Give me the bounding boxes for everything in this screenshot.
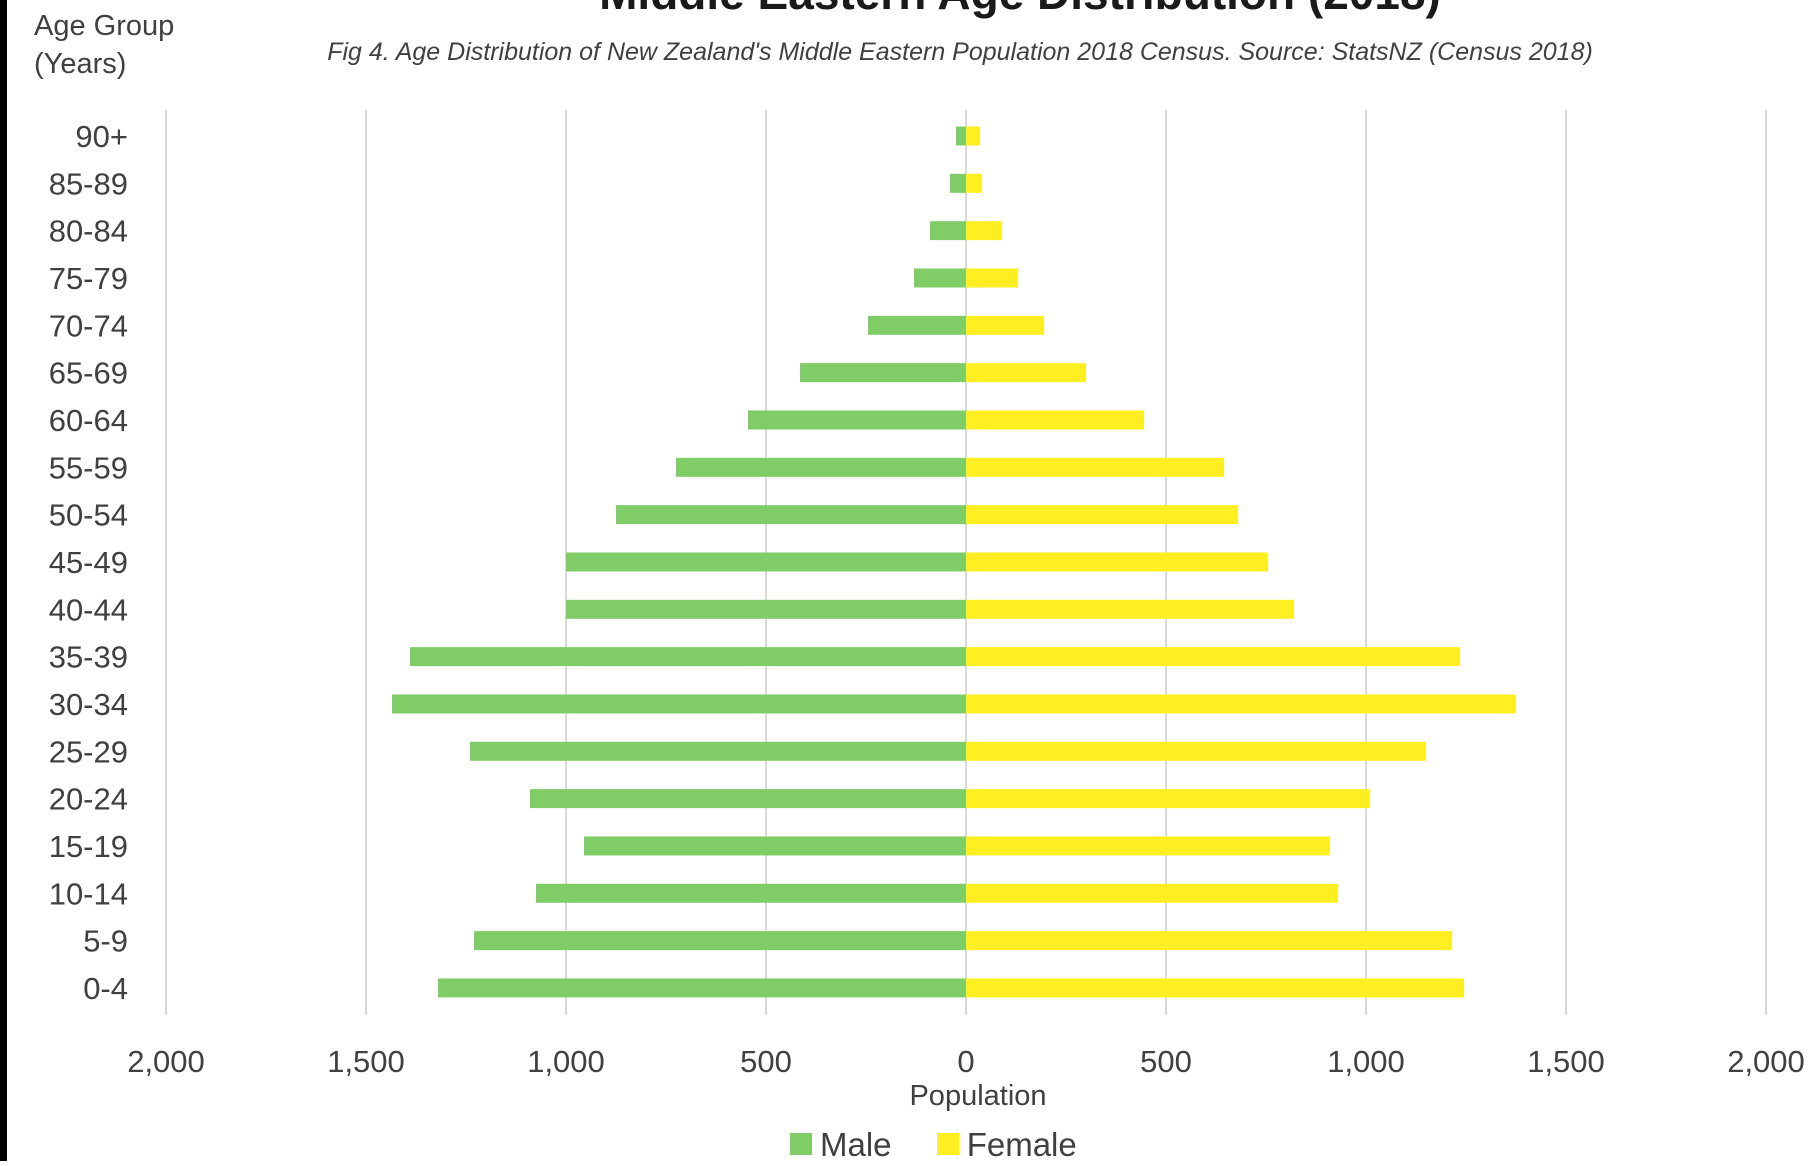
chart-title: Middle Eastern Age Distribution (2018) (240, 0, 1800, 16)
category-label-50-54: 50-54 (49, 498, 128, 533)
chart-subtitle: Fig 4. Age Distribution of New Zealand's… (327, 38, 1593, 66)
category-label-45-49: 45-49 (49, 545, 128, 580)
bar-female-30-34 (966, 694, 1516, 714)
bar-male-15-19 (584, 836, 966, 856)
bar-female-35-39 (966, 647, 1460, 667)
category-label-10-14: 10-14 (49, 876, 128, 911)
x-axis-title: Population (909, 1080, 1046, 1112)
bar-male-5-9 (474, 931, 966, 951)
bar-male-40-44 (566, 599, 966, 619)
x-tick-label-1: 1,500 (327, 1044, 405, 1079)
bar-male-60-64 (748, 410, 966, 430)
category-label-90+: 90+ (75, 119, 128, 154)
left-edge-border (0, 0, 7, 1161)
bar-female-45-49 (966, 552, 1268, 572)
bar-female-20-24 (966, 789, 1370, 809)
bar-female-50-54 (966, 505, 1238, 525)
bar-male-35-39 (410, 647, 966, 667)
bar-female-75-79 (966, 268, 1018, 288)
bar-female-70-74 (966, 315, 1044, 335)
category-label-80-84: 80-84 (49, 214, 128, 249)
bar-male-10-14 (536, 883, 966, 903)
bar-male-85-89 (950, 173, 966, 193)
category-label-40-44: 40-44 (49, 592, 128, 627)
category-label-5-9: 5-9 (83, 924, 128, 959)
bar-female-60-64 (966, 410, 1144, 430)
bar-male-70-74 (868, 315, 966, 335)
category-label-35-39: 35-39 (49, 640, 128, 675)
bar-male-65-69 (800, 363, 966, 383)
bar-male-45-49 (566, 552, 966, 572)
bar-female-55-59 (966, 457, 1224, 477)
bar-male-25-29 (470, 741, 966, 761)
bar-female-10-14 (966, 883, 1338, 903)
category-label-15-19: 15-19 (49, 829, 128, 864)
bar-female-80-84 (966, 221, 1002, 241)
x-tick-label-5: 500 (1140, 1044, 1192, 1079)
category-label-60-64: 60-64 (49, 403, 128, 438)
x-tick-label-7: 1,500 (1527, 1044, 1605, 1079)
bars (392, 126, 1516, 998)
legend-swatch-female (936, 1133, 959, 1156)
bar-female-85-89 (966, 173, 982, 193)
bar-female-90+ (966, 126, 980, 146)
category-labels: 90+ 85-89 80-84 75-79 70-74 65-69 60-64 55-59 50… (49, 119, 128, 1006)
category-label-25-29: 25-29 (49, 734, 128, 769)
x-tick-label-0: 2,000 (127, 1044, 205, 1079)
legend-item-male: Male (790, 1126, 892, 1164)
category-label-85-89: 85-89 (49, 166, 128, 201)
legend: Male Female (790, 1126, 1113, 1166)
legend-item-female: Female (936, 1126, 1077, 1164)
category-label-30-34: 30-34 (49, 687, 128, 722)
x-tick-label-8: 2,000 (1727, 1044, 1805, 1079)
category-label-0-4: 0-4 (83, 971, 128, 1006)
bar-female-25-29 (966, 741, 1426, 761)
category-label-65-69: 65-69 (49, 356, 128, 391)
bar-male-75-79 (914, 268, 966, 288)
x-tick-label-2: 1,000 (527, 1044, 605, 1079)
y-axis-title-line1: Age Group (34, 10, 175, 42)
bar-male-80-84 (930, 221, 966, 241)
bar-male-0-4 (438, 978, 966, 998)
category-label-75-79: 75-79 (49, 261, 128, 296)
bar-male-30-34 (392, 694, 966, 714)
bar-female-65-69 (966, 363, 1086, 383)
bar-female-40-44 (966, 599, 1294, 619)
legend-label-male: Male (820, 1126, 892, 1163)
bar-male-20-24 (530, 789, 966, 809)
x-tick-label-6: 1,000 (1327, 1044, 1405, 1079)
x-tick-label-3: 500 (740, 1044, 792, 1079)
x-tick-labels: 2,000 1,500 1,000 500 0 500 1,000 1,500 2,000 (127, 1044, 1805, 1079)
category-label-70-74: 70-74 (49, 308, 128, 343)
bar-male-50-54 (616, 505, 966, 525)
y-axis-title-line2: (Years) (34, 48, 127, 80)
category-label-20-24: 20-24 (49, 782, 128, 817)
legend-label-female: Female (966, 1126, 1077, 1163)
legend-swatch-male (790, 1133, 812, 1156)
bar-female-0-4 (966, 978, 1464, 998)
bar-female-5-9 (966, 931, 1452, 951)
bar-female-15-19 (966, 836, 1330, 856)
bar-male-55-59 (676, 457, 966, 477)
bar-male-90+ (956, 126, 966, 146)
x-tick-label-4: 0 (957, 1044, 974, 1079)
category-label-55-59: 55-59 (49, 450, 128, 485)
